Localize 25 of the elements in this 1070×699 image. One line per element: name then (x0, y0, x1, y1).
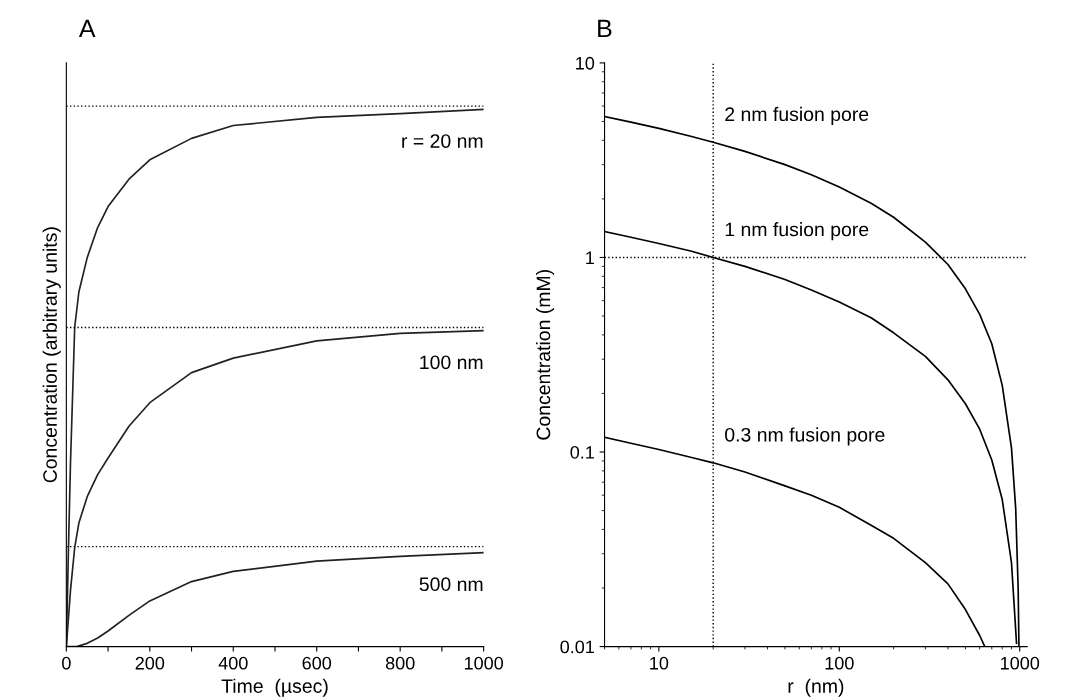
series-label: 1 nm fusion pore (725, 222, 869, 241)
chart-title: A (78, 19, 96, 38)
chart-title: B (598, 19, 612, 38)
series-label: r = 20 nm (402, 134, 483, 148)
x-tick-label: 100 (825, 656, 854, 670)
y-tick-label: 1 (586, 251, 594, 265)
x-tick-label: 0 (62, 656, 71, 670)
y-axis-title: Concentration (mM) (536, 270, 555, 440)
x-tick-label: 400 (218, 656, 248, 670)
x-tick-label: 800 (385, 656, 415, 670)
x-tick-label: 10 (650, 656, 669, 670)
series-label: 2 nm fusion pore (725, 106, 869, 125)
y-tick-label: 0.1 (570, 445, 594, 459)
y-axis-title: Concentration (arbitrary units) (42, 227, 61, 483)
y-tick-label: 0.01 (560, 640, 594, 654)
series-label: 0.3 nm fusion pore (725, 427, 885, 446)
x-axis-title: r (nm) (788, 678, 844, 697)
series-label: 500 nm (419, 577, 483, 592)
x-axis-title: Time (µsec) (221, 678, 328, 697)
x-tick-label: 200 (135, 656, 165, 670)
x-tick-label: 1000 (464, 656, 504, 670)
x-tick-label: 600 (302, 656, 332, 670)
series-label: 100 nm (420, 355, 483, 370)
x-tick-label: 1000 (1001, 656, 1040, 670)
y-tick-label: 10 (576, 56, 595, 70)
